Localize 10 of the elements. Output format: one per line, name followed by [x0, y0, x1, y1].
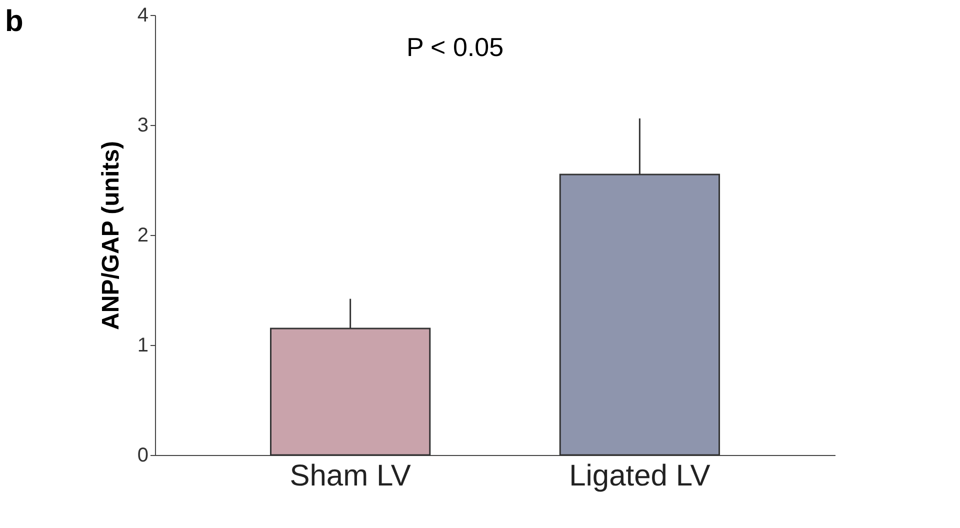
- y-axis-title: ANP/GAP (units): [97, 141, 124, 330]
- y-tick-label: 2: [137, 224, 148, 246]
- y-tick-label: 0: [137, 444, 148, 466]
- x-tick-label: Ligated LV: [569, 460, 710, 492]
- y-tick-label: 3: [137, 114, 148, 136]
- x-tick-label: Sham LV: [290, 460, 411, 492]
- text: b: [5, 5, 24, 38]
- y-tick-label: 4: [137, 4, 148, 26]
- y-tick-label: 1: [137, 334, 148, 356]
- annotation: P < 0.05: [406, 32, 504, 62]
